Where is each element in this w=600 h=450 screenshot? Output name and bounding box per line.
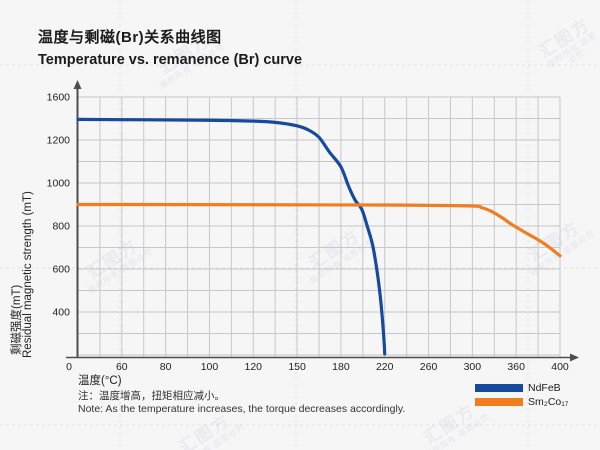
- x-tick-label: 180: [332, 361, 350, 373]
- legend: NdFeB Sm₂Co₁₇: [475, 381, 569, 411]
- note-block: 注：温度增高，扭矩相应减小。 Note: As the temperature …: [78, 390, 405, 415]
- x-tick-label: 120: [245, 361, 263, 373]
- y-tick-label: 1600: [47, 92, 71, 104]
- legend-label-sm2co17: Sm₂Co₁₇: [528, 395, 569, 408]
- x-axis-label: 温度(°C): [78, 375, 122, 387]
- x-tick-label: 260: [420, 361, 438, 373]
- x-tick-label: 60: [116, 361, 128, 373]
- y-tick-label: 600: [52, 264, 70, 276]
- x-tick-label: 100: [201, 361, 219, 373]
- legend-item-sm2co17: Sm₂Co₁₇: [475, 395, 569, 408]
- x-axis-arrow: [570, 353, 579, 362]
- y-axis-label-en: Residual magnetic strength (mT): [22, 191, 34, 358]
- x-tick-label: 400: [551, 361, 569, 373]
- y-axis-arrow: [73, 80, 82, 89]
- x-tick-label: 0: [66, 361, 72, 373]
- curve-ndfeb: [76, 117, 387, 356]
- x-tick-label: 80: [160, 361, 172, 373]
- y-tick-label: 400: [52, 307, 70, 319]
- chart-title-zh: 温度与剩磁(Br)关系曲线图: [38, 29, 222, 46]
- chart-title-en: Temperature vs. remanence (Br) curve: [38, 52, 303, 68]
- y-tick-label: 1000: [47, 178, 71, 190]
- x-tick-label: 300: [464, 361, 482, 373]
- curve-smco: [76, 202, 562, 258]
- y-tick-label: 800: [52, 221, 70, 233]
- chart-title-block: 温度与剩磁(Br)关系曲线图 Temperature vs. remanence…: [38, 27, 302, 71]
- x-tick-label: 360: [507, 361, 525, 373]
- legend-swatch-sm2co17: [475, 397, 523, 406]
- legend-label-ndfeb: NdFeB: [528, 381, 561, 394]
- note-zh: 注：温度增高，扭矩相应减小。: [78, 390, 225, 402]
- x-tick-label: 220: [376, 361, 394, 373]
- x-tick-label: 150: [288, 361, 306, 373]
- note-en: Note: As the temperature increases, the …: [78, 402, 406, 415]
- legend-swatch-ndfeb: [475, 383, 523, 392]
- legend-item-ndfeb: NdFeB: [475, 381, 568, 394]
- y-tick-label: 1200: [47, 135, 71, 147]
